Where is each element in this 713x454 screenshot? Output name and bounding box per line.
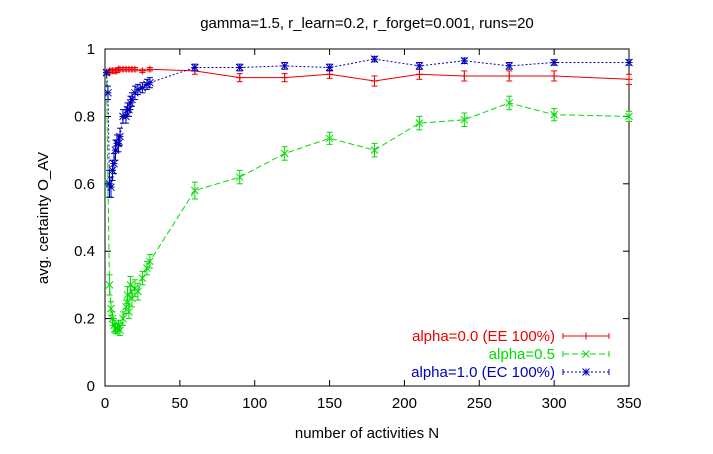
data-point [550,72,558,80]
data-point [116,132,124,141]
x-tick-label: 100 [242,395,267,412]
data-point [131,65,139,73]
legend-marker [582,332,590,340]
y-axis-label: avg. certainty O_AV [35,152,52,284]
data-point [505,99,514,107]
data-point [460,56,469,65]
y-tick-label: 0.4 [74,243,95,260]
legend-label: alpha=0.5 [489,346,555,363]
data-point [236,74,244,82]
data-point [625,112,633,121]
data-point [138,83,147,92]
x-tick-label: 300 [542,395,567,412]
data-point [325,134,334,143]
data-point [370,55,379,63]
x-tick-label: 250 [467,395,492,412]
data-point [190,186,199,195]
data-point [460,72,468,80]
series-alpha-0-5 [102,68,633,336]
data-point [102,68,111,77]
data-point [550,110,558,119]
data-point [146,65,154,73]
data-point [105,281,114,289]
data-point [625,75,633,83]
data-point [119,314,127,323]
data-point [110,159,118,168]
data-point [625,58,633,67]
data-point [114,139,123,148]
data-point [146,257,154,266]
data-point [415,70,423,78]
data-point [134,287,142,296]
data-point [235,63,244,72]
chart-title: gamma=1.5, r_learn=0.2, r_forget=0.001, … [200,15,534,32]
y-tick-label: 0.2 [74,311,95,328]
data-point [111,146,120,154]
data-point [107,183,115,192]
legend-label: alpha=0.0 (EE 100%) [412,328,555,345]
data-point [280,149,289,158]
legend-marker [582,350,590,358]
data-point [325,63,334,72]
data-point [138,67,146,75]
x-tick-label: 150 [317,395,342,412]
plot-area: 0 50 100 150 200 250 300 350 0 0.2 0.4 0.6 0.8 1 [74,41,641,412]
y-tick-label: 1 [87,41,95,58]
data-point [138,274,147,283]
data-point [146,78,154,87]
plot-frame [104,48,630,387]
x-tick-label: 350 [616,395,641,412]
data-point [370,77,378,85]
data-point [415,119,424,127]
x-axis-label: number of activities N [295,425,439,442]
x-tick-label: 50 [172,395,189,412]
data-point [550,58,558,67]
data-point [370,146,379,154]
data-point [326,70,334,78]
data-point [123,291,132,299]
series-alpha-1-0-ec-100 [102,55,633,198]
x-tick-label: 200 [392,395,417,412]
y-tick-label: 0.8 [74,108,95,125]
data-point [190,63,199,72]
data-point [235,173,244,181]
data-point [280,61,289,70]
data-point [281,74,289,82]
legend-label: alpha=1.0 (EC 100%) [411,364,555,381]
legend-marker [582,368,590,376]
data-point [122,302,130,311]
y-tick-label: 0 [87,378,95,395]
data-point [116,326,124,335]
data-point [107,304,115,313]
data-point [125,308,133,316]
data-point [505,72,513,80]
data-point [108,166,117,175]
data-point [126,281,135,289]
data-point [505,61,514,70]
y-tick-label: 0.6 [74,176,95,193]
data-point [104,88,112,97]
data-point [128,294,136,303]
data-point [415,61,424,70]
x-tick-label: 0 [101,395,109,412]
data-point [460,115,469,124]
